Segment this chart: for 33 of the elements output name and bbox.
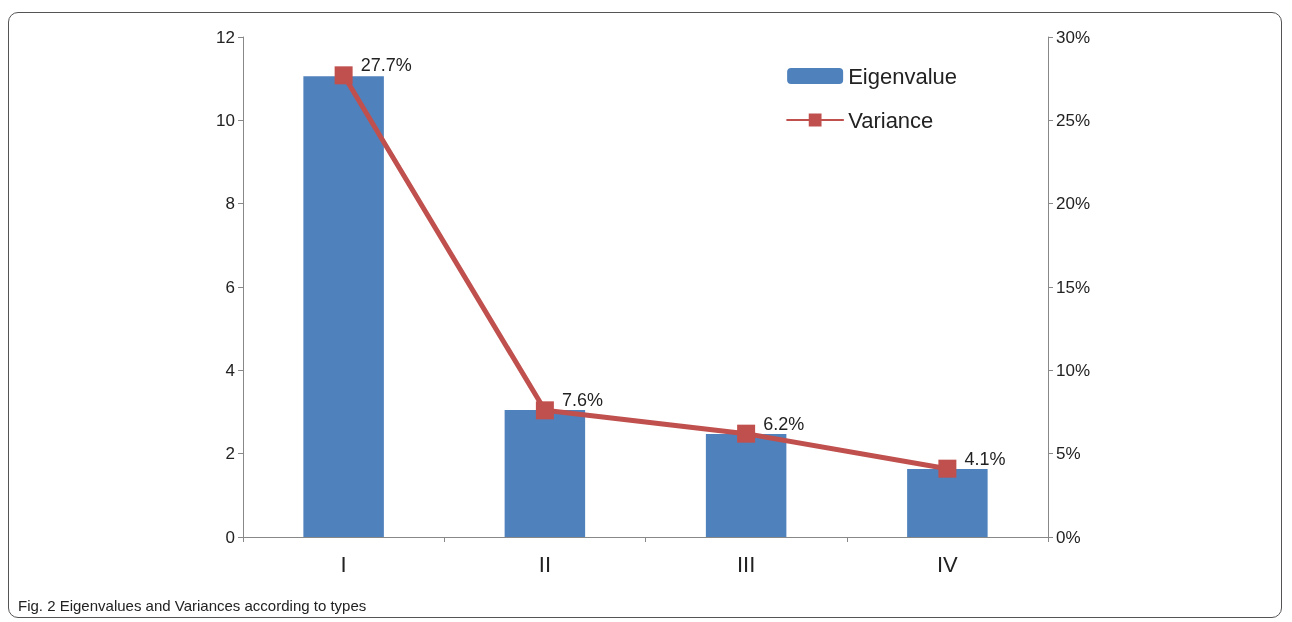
bar xyxy=(907,469,988,537)
point xyxy=(535,401,554,420)
data-label: 6.2% xyxy=(763,413,805,434)
bar xyxy=(705,434,787,537)
y-tick-label: 2 xyxy=(225,444,235,464)
data-label: 27.7% xyxy=(360,55,412,76)
point xyxy=(938,459,957,478)
caption: Fig. 2 Eigenvalues and Variances according to types xyxy=(18,597,367,614)
y-tick-label: 12 xyxy=(216,27,235,47)
point xyxy=(737,424,756,443)
bar xyxy=(303,76,384,537)
x-tick-label: III xyxy=(736,551,756,577)
y-tick-label: 8 xyxy=(225,194,235,214)
legend-label: Eigenvalue xyxy=(848,63,958,89)
y-tick-label: 10 xyxy=(216,110,235,130)
data-label: 7.6% xyxy=(561,390,603,411)
y2-tick-label: 10% xyxy=(1056,360,1091,380)
data-label: 4.1% xyxy=(964,448,1006,469)
x-tick-label: IV xyxy=(936,551,959,577)
bar xyxy=(504,409,586,537)
x-tick-label: II xyxy=(538,551,551,577)
y2-tick-label: 0% xyxy=(1056,527,1081,547)
point xyxy=(334,66,353,85)
y-tick-label: 0 xyxy=(225,527,235,547)
y2-tick-label: 30% xyxy=(1056,27,1091,47)
y-tick-label: 4 xyxy=(225,360,235,380)
legend-label: Variance xyxy=(848,107,934,133)
y2-tick-label: 15% xyxy=(1056,277,1091,297)
y2-tick-label: 20% xyxy=(1056,194,1091,214)
y2-tick-label: 5% xyxy=(1056,444,1081,464)
y-tick-label: 6 xyxy=(225,277,235,297)
x-tick-label: I xyxy=(340,551,347,577)
y2-tick-label: 25% xyxy=(1056,110,1091,130)
